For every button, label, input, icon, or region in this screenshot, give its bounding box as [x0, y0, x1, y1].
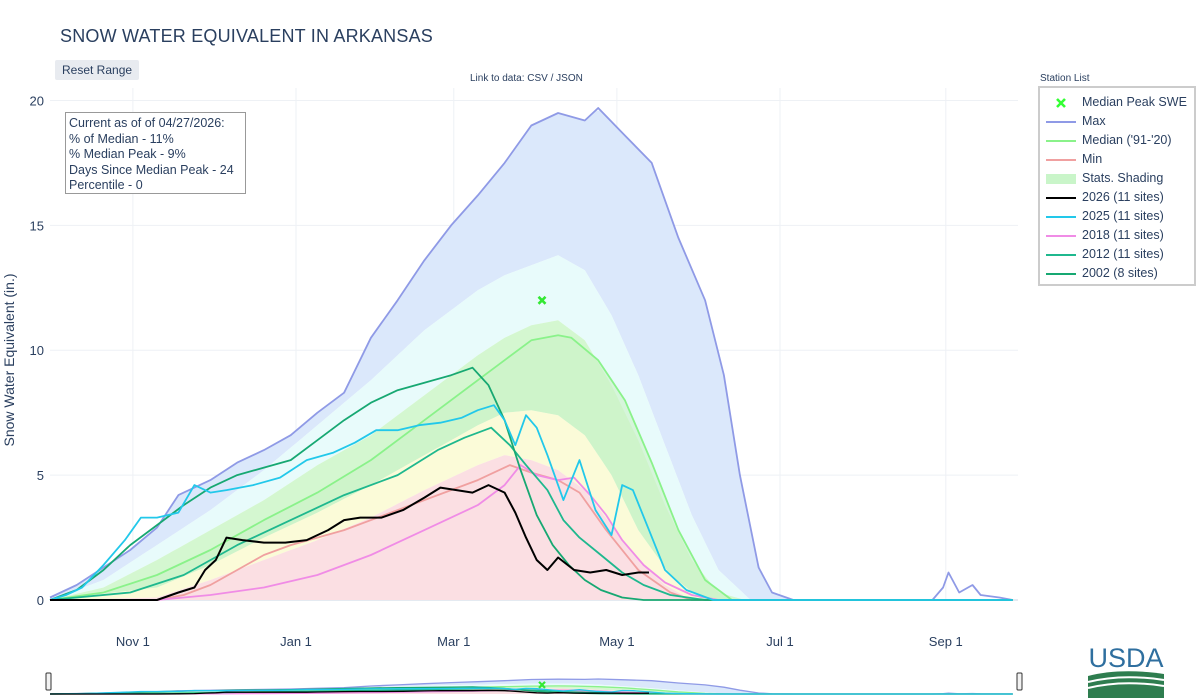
series-line-median-91-20 [49, 334, 1013, 601]
legend-swatch [1046, 159, 1076, 161]
legend: Median Peak SWE Max Median ('91-'20) Min Sta… [1038, 86, 1196, 286]
legend-item-2026-11-sites[interactable]: 2026 (11 sites) [1040, 188, 1196, 207]
slider-series-line [50, 689, 649, 695]
legend-item-2018-11-sites[interactable]: 2018 (11 sites) [1040, 226, 1196, 245]
current-status-box: Current as of of 04/27/2026: % of Median… [65, 112, 246, 194]
legend-swatch [1046, 254, 1076, 256]
x-tick-label: Nov 1 [116, 634, 150, 649]
slider-series-line [49, 687, 1013, 695]
reset-range-button[interactable]: Reset Range [55, 60, 140, 80]
band-min-p10 [50, 455, 1013, 600]
link-separator: / [547, 73, 557, 84]
legend-label: 2025 (11 sites) [1082, 209, 1164, 223]
legend-swatch [1046, 140, 1076, 142]
series-lines [49, 107, 1013, 601]
slider-handle-left[interactable] [45, 672, 52, 691]
band-median-shade [50, 335, 1013, 600]
slider-band-max [50, 679, 1013, 694]
y-tick-label: 0 [37, 593, 44, 608]
usda-logo: USDA [1087, 643, 1165, 698]
link-prefix: Link to data: [470, 73, 528, 84]
current-as-of: Current as of of 04/27/2026: [69, 116, 225, 130]
series-line-min [50, 464, 1013, 601]
slider-median-peak [538, 681, 546, 689]
median-peak-marker [537, 295, 547, 305]
band-p90-max [50, 110, 1013, 600]
series-line-2012-11-sites [49, 426, 1013, 601]
x-tick-label: Jul 1 [766, 634, 793, 649]
legend-label: Median ('91-'20) [1082, 133, 1172, 147]
stats-shading [50, 110, 1013, 601]
percent-median-peak: % Median Peak - 9% [69, 147, 186, 161]
y-tick-label: 20 [30, 93, 44, 108]
chart-axes: 0 5 10 15 20 Nov 1 Jan 1 Mar 1 May 1 Jul 1 Sep 1 [30, 93, 963, 649]
legend-label: Stats. Shading [1082, 171, 1164, 185]
legend-title: Station List [1040, 73, 1090, 84]
legend-item-2025-11-sites[interactable]: 2025 (11 sites) [1040, 207, 1196, 226]
y-tick-label: 5 [37, 468, 44, 483]
legend-swatch [1046, 216, 1076, 218]
legend-label: 2002 (8 sites) [1082, 266, 1158, 280]
legend-item-2002-8-sites[interactable]: 2002 (8 sites) [1040, 264, 1196, 283]
x-tick-label: Jan 1 [280, 634, 312, 649]
range-slider[interactable] [45, 668, 1023, 695]
x-tick-label: Sep 1 [929, 634, 963, 649]
legend-label: 2012 (11 sites) [1082, 247, 1164, 261]
series-line-2026-11-sites [50, 484, 649, 601]
legend-swatch [1046, 197, 1076, 199]
legend-item-stats-shading[interactable]: Stats. Shading [1040, 169, 1196, 188]
legend-label: 2026 (11 sites) [1082, 190, 1164, 204]
legend-item-2012-11-sites[interactable]: 2012 (11 sites) [1040, 245, 1196, 264]
median-peak-layer [537, 295, 547, 305]
data-links: Link to data: CSV / JSON [470, 73, 583, 84]
legend-swatch [1046, 121, 1076, 123]
series-line-2018-11-sites [50, 464, 1013, 601]
legend-item-median-91-20[interactable]: Median ('91-'20) [1040, 131, 1196, 150]
slider-handle-right[interactable] [1016, 672, 1023, 691]
legend-item-median-peak-swe[interactable]: Median Peak SWE [1040, 93, 1196, 112]
legend-swatch [1046, 235, 1076, 237]
json-link[interactable]: JSON [556, 73, 583, 84]
legend-item-min[interactable]: Min [1040, 150, 1196, 169]
days-since-median-peak: Days Since Median Peak - 24 [69, 162, 234, 177]
band-p70-p90 [50, 255, 1013, 601]
series-line-2025-11-sites [49, 404, 1013, 601]
page-title: SNOW WATER EQUIVALENT IN ARKANSAS [60, 26, 433, 46]
legend-swatch [1056, 98, 1066, 108]
percent-of-median: % of Median - 11% [69, 131, 174, 146]
band-p10-p30 [50, 410, 1013, 600]
legend-label: Min [1082, 152, 1103, 166]
y-tick-label: 10 [30, 343, 44, 358]
x-tick-label: Mar 1 [437, 634, 470, 649]
legend-swatch [1046, 174, 1076, 184]
y-tick-label: 15 [30, 218, 44, 233]
usda-logo-text: USDA [1088, 643, 1163, 673]
legend-label: 2018 (11 sites) [1082, 228, 1164, 242]
legend-label: Max [1082, 114, 1106, 128]
series-line-max [49, 107, 1013, 601]
legend-swatch [1046, 273, 1076, 275]
median-peak-point [537, 295, 547, 305]
legend-label: Median Peak SWE [1082, 95, 1187, 109]
csv-link[interactable]: CSV [527, 73, 548, 84]
percentile: Percentile - 0 [69, 178, 143, 192]
x-tick-label: May 1 [599, 634, 634, 649]
legend-item-max[interactable]: Max [1040, 112, 1196, 131]
y-axis-label: Snow Water Equivalent (in.) [1, 274, 17, 447]
